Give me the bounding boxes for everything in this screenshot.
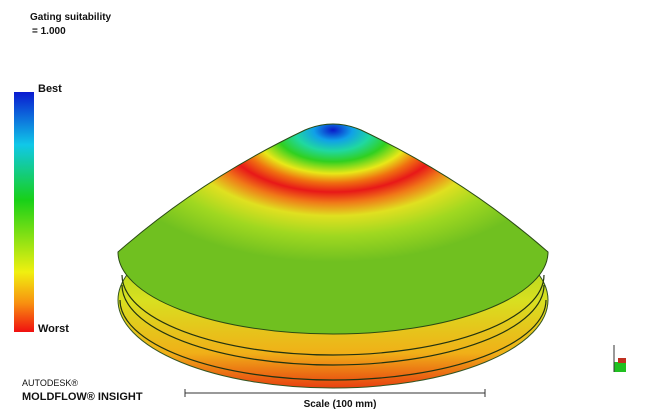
brand-product: MOLDFLOW® INSIGHT xyxy=(22,391,143,403)
result-view: Gating suitability = 1.000 Best Worst AU… xyxy=(0,0,645,412)
color-bar xyxy=(14,92,34,332)
part-model xyxy=(118,124,548,388)
scale-label: Scale (100 mm) xyxy=(304,399,377,410)
scale-bar xyxy=(185,389,485,397)
legend-value: = 1.000 xyxy=(32,26,66,37)
legend-min: Worst xyxy=(38,323,69,335)
brand-company: AUTODESK® xyxy=(22,378,78,388)
legend-max: Best xyxy=(38,83,62,95)
viewport: Gating suitability = 1.000 Best Worst AU… xyxy=(0,0,645,412)
legend-title: Gating suitability xyxy=(30,12,112,23)
axis-triad xyxy=(614,345,626,372)
